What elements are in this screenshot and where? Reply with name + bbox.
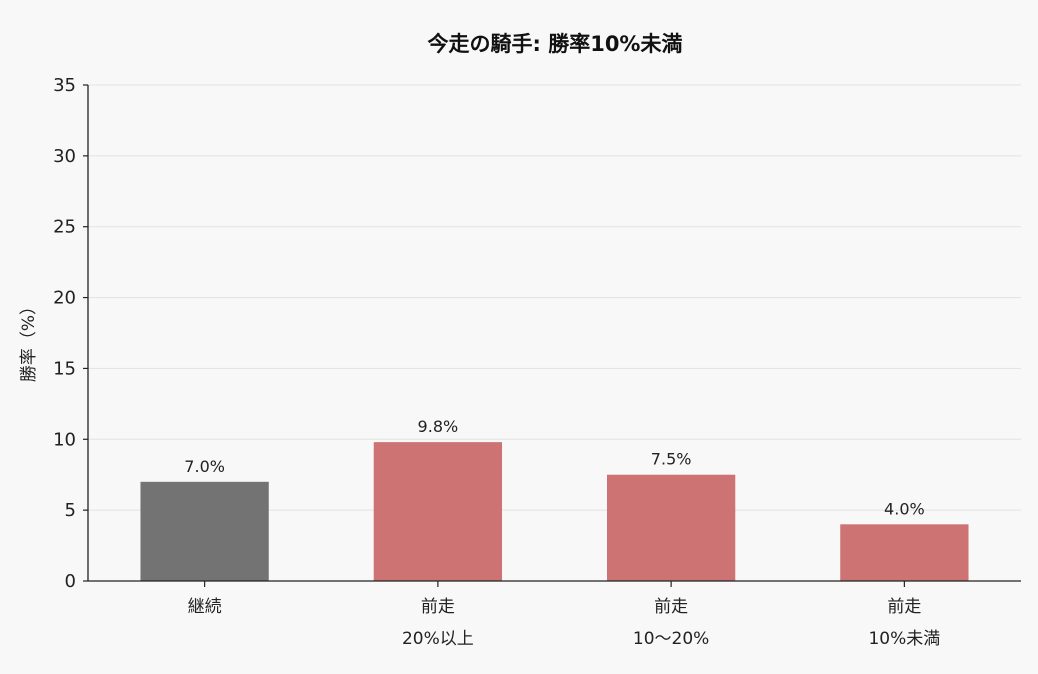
x-tick-label: 前走 bbox=[887, 597, 921, 617]
bar bbox=[140, 481, 269, 581]
chart-title: 今走の騎手: 勝率10%未満 bbox=[428, 32, 683, 56]
data-label: 7.5% bbox=[651, 450, 692, 469]
y-tick-label: 10 bbox=[53, 429, 76, 450]
x-tick-label: 前走 bbox=[421, 597, 455, 617]
x-tick-label: 継続 bbox=[188, 597, 222, 617]
bar bbox=[840, 524, 969, 581]
y-axis-label: 勝率（%） bbox=[19, 298, 39, 382]
y-ticks: 0 5 10 15 20 25 30 35 bbox=[53, 75, 88, 592]
y-tick-label: 5 bbox=[65, 500, 76, 521]
data-label: 9.8% bbox=[418, 417, 459, 436]
y-tick-label: 30 bbox=[53, 146, 76, 167]
data-labels: 7.0% 9.8% 7.5% 4.0% bbox=[184, 417, 924, 518]
data-label: 4.0% bbox=[884, 499, 925, 518]
x-tick-labels: 継続 前走 20%以上 前走 10〜20% 前走 10%未満 bbox=[188, 597, 941, 649]
x-tick-label: 20%以上 bbox=[402, 629, 474, 649]
bar bbox=[606, 474, 736, 581]
grid-lines bbox=[88, 84, 1021, 511]
y-tick-label: 0 bbox=[65, 571, 76, 592]
bars bbox=[140, 442, 969, 581]
y-tick-label: 15 bbox=[53, 358, 76, 379]
bar bbox=[373, 442, 503, 581]
x-tick-label: 10〜20% bbox=[633, 629, 709, 649]
x-tick-label: 10%未満 bbox=[868, 629, 940, 649]
axes bbox=[87, 85, 1021, 587]
y-tick-label: 35 bbox=[53, 75, 76, 96]
y-tick-label: 20 bbox=[53, 288, 76, 309]
y-tick-label: 25 bbox=[53, 217, 76, 238]
x-tick-label: 前走 bbox=[654, 597, 688, 617]
data-label: 7.0% bbox=[184, 457, 225, 476]
